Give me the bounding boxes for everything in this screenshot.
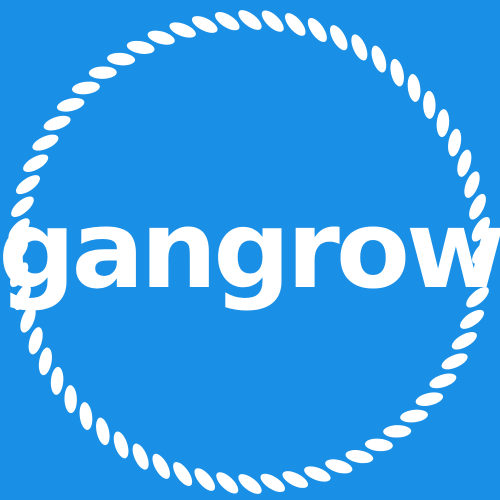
- rope-strand: [23, 154, 49, 172]
- rope-strand: [9, 262, 29, 288]
- rope-strand: [56, 98, 85, 112]
- rope-strand: [238, 10, 262, 30]
- rope-strand: [364, 438, 393, 452]
- rope-strand: [64, 385, 77, 414]
- rope-strand: [460, 309, 485, 329]
- rope-strand: [284, 13, 306, 36]
- rope-strand: [466, 286, 489, 308]
- rope-strand: [72, 81, 100, 95]
- rope-strand: [345, 450, 374, 464]
- rope-strand: [282, 471, 309, 488]
- rope-strand: [88, 66, 117, 79]
- rope-strand: [448, 128, 462, 157]
- rope-strand: [50, 366, 64, 395]
- rope-strand: [451, 332, 477, 350]
- rope-strand: [8, 240, 28, 264]
- rope-strand: [169, 22, 196, 38]
- rope-strand: [28, 327, 43, 355]
- rope-strand: [261, 10, 284, 32]
- rope-strand: [423, 90, 436, 119]
- rope-strand: [470, 263, 492, 286]
- rope-strand: [390, 58, 404, 87]
- rope-strand: [469, 193, 486, 220]
- rope-strand: [43, 115, 71, 131]
- rope-strand: [325, 459, 353, 474]
- rope-strand: [383, 425, 412, 438]
- rope-strand: [14, 284, 31, 311]
- rope-strand: [38, 347, 52, 376]
- rope-strand: [464, 171, 480, 198]
- rope-strand: [79, 402, 93, 430]
- rope-strand: [8, 218, 30, 241]
- rope-strand: [415, 392, 444, 406]
- rope-strand: [216, 472, 239, 494]
- rope-strand: [132, 443, 149, 470]
- rope-strand: [96, 417, 110, 446]
- rope-strand: [11, 196, 34, 218]
- rope-strand: [194, 468, 216, 491]
- rope-strand: [436, 109, 450, 138]
- rope-strand: [400, 409, 428, 423]
- rope-strand: [260, 473, 286, 493]
- rope-strand: [152, 453, 170, 479]
- rope-strand: [20, 306, 36, 333]
- rope-strand: [126, 40, 155, 54]
- rope-strand: [15, 175, 40, 195]
- rope-strand: [407, 74, 421, 102]
- rope-strand: [107, 52, 136, 66]
- rope-strand: [351, 34, 368, 61]
- rope-strand: [238, 474, 262, 494]
- rope-strand: [471, 216, 491, 242]
- rope-strand: [429, 373, 457, 389]
- rope-strand: [173, 462, 193, 487]
- rope-strand: [113, 431, 129, 459]
- rope-strand: [472, 240, 492, 264]
- rope-strand: [304, 466, 331, 482]
- rope-strand: [32, 134, 59, 151]
- rope-strand: [214, 11, 240, 31]
- rope-strand: [307, 17, 327, 42]
- rope-strand: [330, 25, 348, 51]
- rope-strand: [441, 353, 468, 370]
- rope-strand: [457, 149, 472, 177]
- rope-strand: [371, 45, 387, 73]
- rope-strand: [147, 30, 175, 45]
- rope-strand: [191, 16, 218, 33]
